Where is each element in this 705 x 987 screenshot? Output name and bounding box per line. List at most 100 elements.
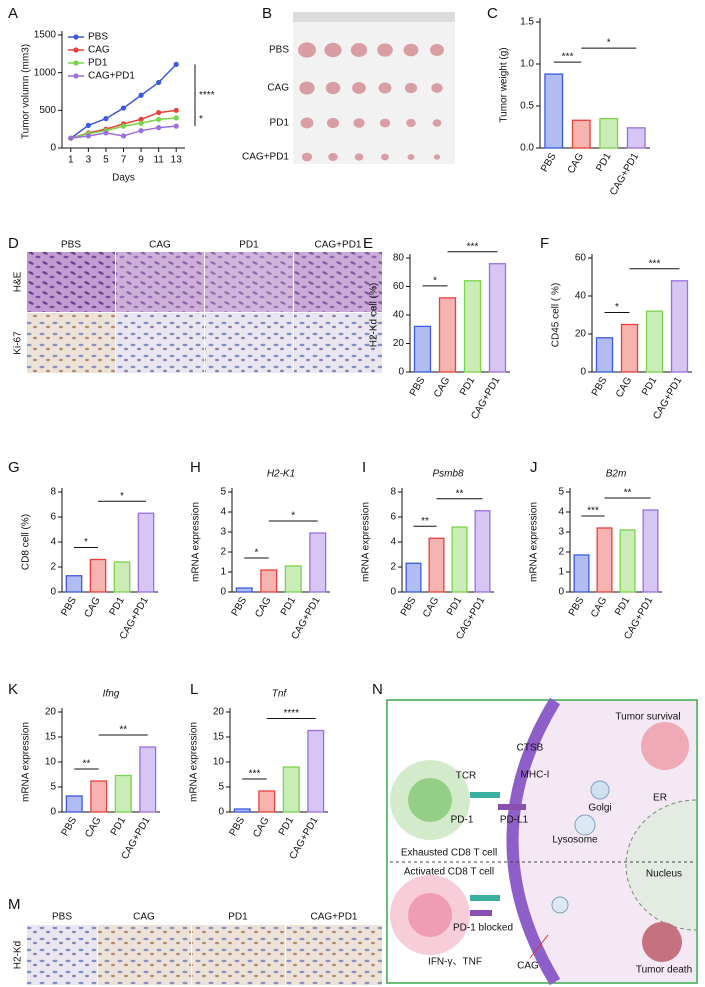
y-tick-label: 0	[218, 807, 224, 818]
h2kd-image	[27, 925, 97, 985]
tumor	[403, 43, 419, 57]
y-tick-label: 20	[213, 707, 225, 718]
bar	[573, 554, 590, 593]
chart-title: Ifng	[103, 689, 120, 700]
bar	[595, 337, 614, 373]
x-tick-label: PD1	[109, 815, 128, 838]
legend-label: PBS	[88, 32, 108, 43]
y-tick-label: 60	[575, 253, 587, 264]
y-tick-label: 5	[558, 487, 564, 498]
significance-label: ***	[587, 506, 599, 517]
y-tick-label: 60	[393, 281, 405, 292]
x-tick-label: CAG+PD1	[608, 151, 641, 198]
point	[120, 133, 127, 139]
row-label: CAG	[267, 83, 289, 94]
row-label: Ki-67	[13, 331, 24, 355]
x-tick-label: PBS	[59, 595, 79, 618]
y-tick-label: 2	[558, 547, 564, 558]
diagram-label: TCR	[456, 771, 477, 782]
panel-letter: J	[530, 459, 538, 476]
bar	[90, 780, 108, 813]
legend-marker	[73, 73, 79, 79]
diagram-label: CTSB	[517, 743, 544, 754]
row-label: PD1	[270, 118, 290, 129]
panel-letter: K	[8, 681, 18, 698]
tumor	[432, 119, 442, 127]
ki67-image	[294, 313, 382, 373]
point	[156, 116, 162, 122]
y-tick-label: 20	[393, 338, 405, 349]
panel-letter: F	[540, 235, 549, 252]
tumors	[298, 42, 444, 162]
x-tick-label: CAG	[589, 595, 609, 619]
bar	[599, 117, 619, 149]
y-axis-label: mRNA expression	[189, 722, 200, 802]
bar	[428, 537, 445, 593]
point	[120, 105, 127, 111]
bar	[670, 280, 689, 373]
tumor-survival-icon	[641, 722, 689, 770]
bar	[463, 280, 482, 373]
bar	[309, 532, 327, 593]
panel-letter: H	[190, 459, 201, 476]
x-tick-label: PBS	[567, 595, 587, 618]
golgi-vesicle	[590, 780, 610, 800]
diagram-label: Exhausted CD8 T cell	[401, 848, 497, 859]
y-axis-label: mRNA expression	[21, 722, 32, 802]
significance-label: *	[607, 38, 611, 49]
point	[85, 133, 91, 139]
bar	[544, 73, 564, 149]
column-label: PBS	[52, 912, 72, 923]
nucleus	[625, 799, 697, 931]
y-axis-label: CD45 cell ( %)	[551, 283, 562, 347]
y-tick-label: 4	[220, 507, 226, 518]
cag-pointer	[529, 934, 549, 959]
panel-letter: I	[362, 459, 366, 476]
tumor	[379, 118, 391, 128]
he-image	[116, 252, 204, 312]
ki67-image	[116, 313, 204, 373]
bar	[139, 746, 157, 813]
pd1-pdl1	[498, 804, 526, 810]
y-tick-label: 40	[575, 291, 587, 302]
diagram-label: MHC-I	[521, 770, 550, 781]
x-tick-label: CAG	[421, 595, 441, 619]
bar	[626, 127, 646, 149]
column-label: CAG+PD1	[311, 912, 358, 923]
y-axis-label: Tumor volumn (mm3)	[21, 44, 32, 139]
legend-marker	[73, 34, 79, 40]
x-tick-label: CAG	[251, 815, 271, 839]
bar	[307, 729, 325, 813]
bar	[619, 529, 636, 593]
y-tick-label: 15	[213, 732, 225, 743]
y-tick-label: 3	[220, 527, 226, 538]
bar	[65, 795, 83, 813]
y-tick-label: 1	[220, 567, 226, 578]
x-tick-label: PD1	[279, 595, 298, 618]
significance-label: ****	[283, 708, 299, 719]
diagram-label: ER	[653, 793, 667, 804]
y-tick-label: 1	[558, 567, 564, 578]
diagram-label: CAG	[517, 961, 539, 972]
significance-label: **	[624, 488, 632, 499]
tcr	[470, 792, 500, 798]
x-tick-label: 13	[171, 155, 183, 166]
row-label: H2-Kd	[13, 941, 24, 969]
x-tick-label: PBS	[399, 595, 419, 618]
y-tick-label: 2	[220, 547, 226, 558]
t-cell-nucleus	[408, 893, 452, 937]
bar	[451, 526, 468, 593]
significance-label: ***	[467, 241, 479, 252]
y-tick-label: 4	[558, 507, 564, 518]
diagram-label: PD-L1	[500, 815, 529, 826]
h2kd-image	[192, 925, 285, 985]
point	[138, 116, 144, 122]
bar	[284, 565, 302, 593]
tumor	[327, 117, 339, 129]
bar	[89, 558, 107, 593]
diagram-label: Lysosome	[552, 835, 598, 846]
he-image	[294, 252, 382, 312]
significance-label: *	[615, 302, 619, 313]
bar	[114, 774, 132, 813]
panel-letter: D	[8, 235, 19, 252]
